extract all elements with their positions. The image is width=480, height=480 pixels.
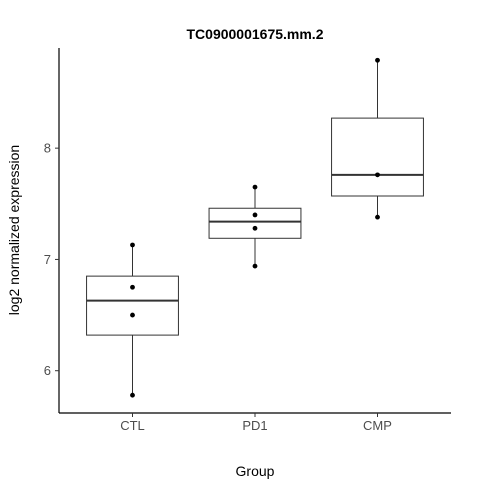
- data-point: [375, 57, 380, 63]
- plot-area: [86, 57, 424, 398]
- x-tick-label: PD1: [242, 418, 267, 433]
- y-tick-label: 6: [44, 363, 51, 378]
- iqr-box: [208, 207, 302, 239]
- data-point: [130, 392, 135, 398]
- data-point: [252, 263, 258, 269]
- data-point: [130, 284, 135, 290]
- x-axis-title: Group: [236, 463, 275, 479]
- data-point: [375, 214, 380, 220]
- box-pd1: [208, 187, 302, 267]
- y-axis-title: log2 normalized expression: [6, 145, 22, 315]
- iqr-box: [331, 117, 424, 197]
- data-point: [252, 212, 258, 218]
- y-tick-label: 7: [44, 252, 51, 267]
- x-tick-label: CTL: [120, 418, 145, 433]
- data-point: [130, 312, 135, 318]
- box-cmp: [331, 60, 424, 218]
- x-axis-ticks: CTL PD1 CMP: [120, 413, 392, 433]
- data-point: [375, 172, 380, 178]
- y-axis-ticks: 6 7 8: [44, 141, 59, 378]
- chart-title: TC0900001675.mm.2: [187, 26, 324, 42]
- data-point: [252, 225, 258, 231]
- data-point: [130, 242, 135, 248]
- x-tick-label: CMP: [363, 418, 392, 433]
- data-point: [252, 184, 258, 190]
- box-ctl: [86, 244, 179, 396]
- y-tick-label: 8: [44, 141, 51, 156]
